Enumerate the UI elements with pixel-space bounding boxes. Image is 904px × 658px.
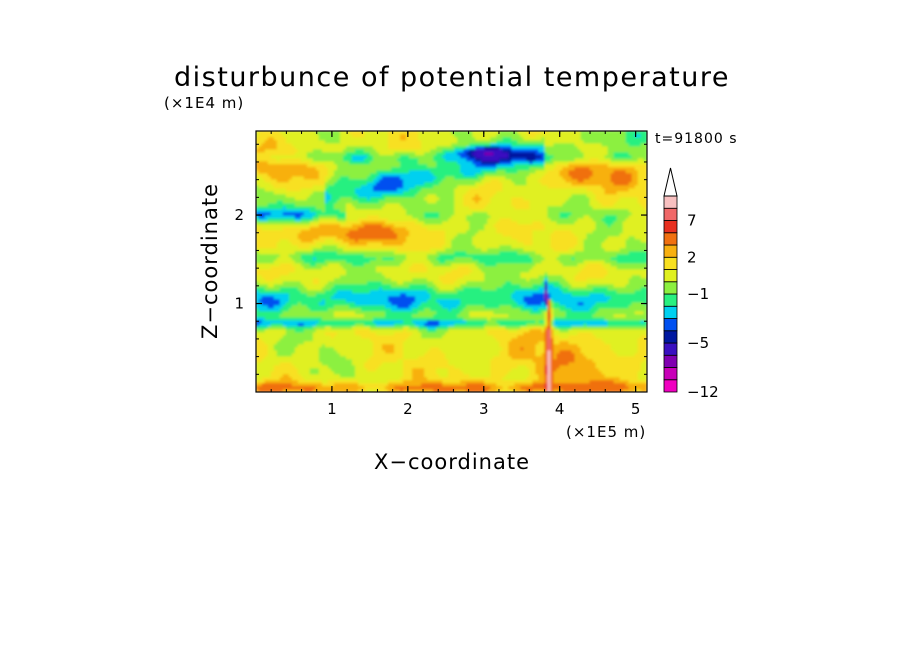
colorbar-swatch [664,380,677,392]
x-tick-label: 4 [555,400,565,418]
colorbar-extend-arrow [664,168,677,196]
colorbar-swatch [664,319,677,331]
colorbar-swatch [664,306,677,318]
colorbar-label: 7 [687,212,697,230]
colorbar-swatch [664,257,677,269]
x-unit-label: (×1E5 m) [566,423,646,441]
x-tick-label: 2 [403,400,413,418]
x-tick-label: 5 [631,400,641,418]
colorbar-label: −5 [687,334,709,352]
y-tick-label: 2 [234,206,244,224]
colorbar-swatch [664,196,677,208]
x-tick-label: 3 [479,400,489,418]
colorbar-swatch [664,331,677,343]
colorbar-swatch [664,208,677,220]
time-label: t=91800 s [655,131,738,147]
colorbar-swatch [664,221,677,233]
x-tick-label: 1 [327,400,337,418]
colorbar-swatch [664,343,677,355]
y-axis-label: Z−coordinate [198,183,222,339]
y-tick-label: 1 [234,295,244,313]
colorbar-swatch [664,233,677,245]
colorbar-swatch [664,270,677,282]
colorbar-swatch [664,245,677,257]
chart-title: disturbunce of potential temperature [174,62,730,93]
temperature-field [256,131,648,393]
colorbar-label: −12 [687,383,719,401]
colorbar-label: 2 [687,248,697,266]
colorbar-swatch [664,368,677,380]
x-axis-label: X−coordinate [374,450,530,474]
colorbar-label: −1 [687,285,709,303]
colorbar-swatch [664,294,677,306]
colorbar: −12−5−127 [664,168,719,401]
y-unit-label: (×1E4 m) [164,94,244,112]
colorbar-swatch [664,355,677,367]
colorbar-swatch [664,282,677,294]
